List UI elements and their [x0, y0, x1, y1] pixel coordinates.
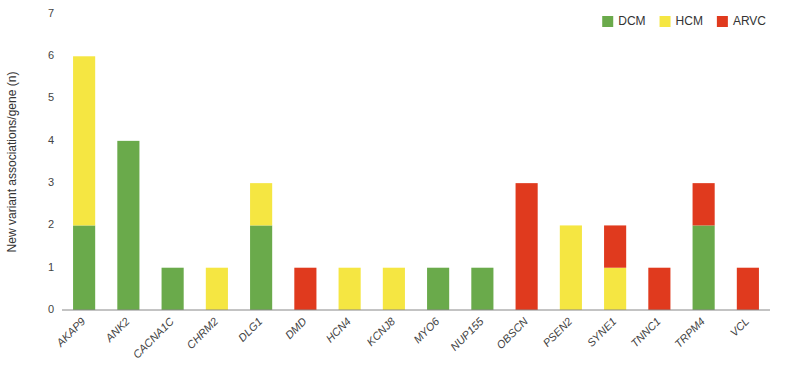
bar-segment: [73, 225, 95, 310]
bar-segment: [162, 268, 184, 310]
x-tick-label: KCNJ8: [364, 314, 398, 348]
bar-segment: [250, 183, 272, 225]
bar-segment: [471, 268, 493, 310]
bar-segment: [693, 225, 715, 310]
x-tick-label: DLG1: [236, 315, 265, 344]
legend-label: DCM: [618, 14, 645, 28]
x-tick-label: HCN4: [323, 315, 353, 345]
bar-segment: [427, 267, 449, 268]
bar-segment: [427, 267, 449, 268]
bar-segment: [648, 268, 670, 310]
legend-swatch: [717, 16, 728, 27]
y-tick-label: 3: [48, 176, 54, 188]
bar-segment: [471, 267, 493, 268]
bar-segment: [560, 225, 582, 310]
bar-segment: [471, 267, 493, 268]
legend-item: HCM: [660, 14, 703, 28]
legend-item: ARVC: [717, 14, 766, 28]
x-tick-label: SYNE1: [585, 315, 619, 349]
legend-swatch: [660, 16, 671, 27]
x-tick-label: CACNA1C: [130, 315, 176, 361]
bar-segment: [73, 56, 95, 225]
x-tick-label: PSEN2: [540, 315, 574, 349]
x-tick-label: CHRM2: [184, 315, 220, 351]
bar-segment: [162, 267, 184, 268]
x-tick-label: MYO6: [411, 314, 442, 345]
bar-segment: [383, 267, 405, 268]
y-tick-label: 4: [48, 134, 54, 146]
bar-segment: [560, 225, 582, 226]
chart-container: 0 1 2 3 4 5 6 7 New variant associations/gene (n…: [0, 0, 786, 382]
y-tick-label: 7: [48, 7, 54, 19]
bar-segment: [737, 268, 759, 310]
bar-segment: [73, 56, 95, 57]
bar-segment: [516, 183, 538, 310]
x-tick-label: OBSCN: [494, 315, 530, 351]
bar-segment: [117, 140, 139, 141]
bar-segment: [162, 267, 184, 268]
y-tick-label: 0: [48, 303, 54, 315]
bar-segment: [206, 268, 228, 310]
x-tick-label: NUP155: [448, 314, 487, 353]
bar-segment: [339, 267, 361, 268]
legend-label: ARVC: [733, 14, 766, 28]
legend-swatch: [602, 16, 613, 27]
legend-item: DCM: [602, 14, 645, 28]
x-tick-label: ANK2: [102, 315, 132, 345]
bar-segment: [693, 183, 715, 225]
bar-segment: [294, 268, 316, 310]
y-tick-label: 1: [48, 261, 54, 273]
bar-segment: [383, 268, 405, 310]
x-tick-label: AKAP9: [53, 315, 87, 349]
x-tick-label: TRPM4: [672, 315, 707, 350]
bar-segment: [604, 268, 626, 310]
x-tick-label: DMD: [283, 315, 309, 341]
chart-svg: 0 1 2 3 4 5 6 7 New variant associations/gene (n…: [0, 0, 786, 382]
legend: DCM HCM ARVC: [602, 14, 766, 28]
y-tick-label: 5: [48, 91, 54, 103]
y-tick-label: 2: [48, 218, 54, 230]
bar-segment: [339, 268, 361, 310]
x-tick-label: TNNC1: [628, 315, 662, 349]
bars: [73, 56, 759, 310]
legend-label: HCM: [676, 14, 703, 28]
bar-segment: [206, 267, 228, 268]
y-tick-label: 6: [48, 49, 54, 61]
x-axis-line: [62, 310, 770, 311]
bar-segment: [250, 225, 272, 310]
bar-segment: [250, 183, 272, 184]
y-axis-label: New variant associations/gene (n): [5, 72, 19, 253]
x-tick-label: VCL: [728, 315, 752, 339]
bar-segment: [427, 268, 449, 310]
bar-segment: [604, 225, 626, 267]
bar-segment: [117, 141, 139, 310]
bar-segment: [117, 140, 139, 141]
page: {"chart_data": {"type": "bar", "stacked"…: [0, 0, 786, 382]
